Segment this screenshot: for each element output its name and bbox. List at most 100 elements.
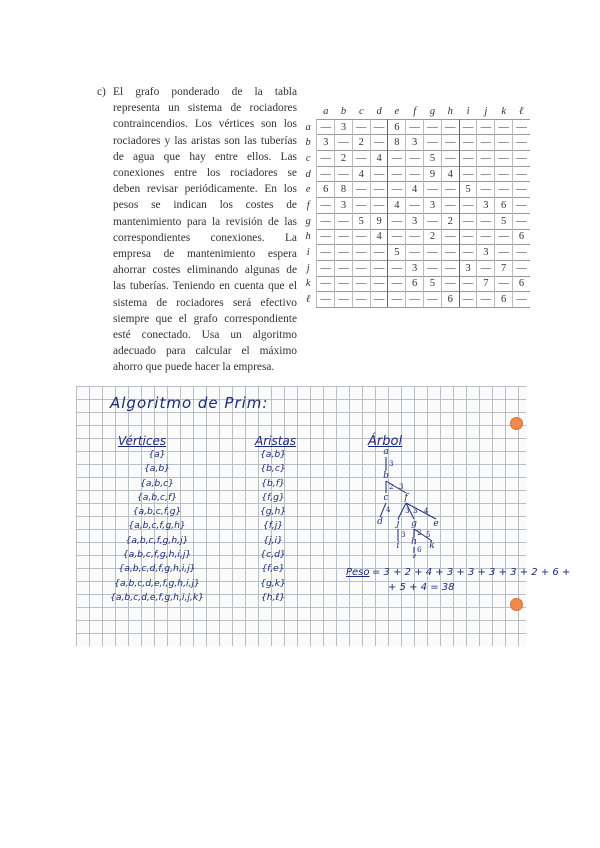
weight-cell: 3 <box>405 212 424 229</box>
table-row: j — — — — —3— —3—7— <box>300 259 530 277</box>
row-label: k <box>305 278 311 290</box>
tree-node: h <box>411 537 417 547</box>
weight-cell: — <box>387 291 406 308</box>
weight-cell: — <box>334 134 353 151</box>
row-label: d <box>305 168 311 180</box>
weight-cell: — <box>405 165 424 182</box>
weight-cell: — <box>387 165 406 182</box>
weight-cell: 4 <box>440 165 460 182</box>
column-header: g <box>429 105 436 117</box>
aristas-item: {c,d} <box>260 549 286 561</box>
column-header: k <box>501 105 506 117</box>
weight-cell: — <box>316 259 335 277</box>
weight-cell: 3 <box>476 197 495 214</box>
weight-cell: — <box>458 134 477 151</box>
weight-cell: — <box>476 259 495 277</box>
column-header: j <box>484 105 488 117</box>
weight-cell: — <box>512 181 530 198</box>
weight-cell: 5 <box>423 275 442 292</box>
arbol-header: Árbol <box>368 434 403 449</box>
weight-cell: 4 <box>387 197 406 214</box>
weight-cell: — <box>423 291 442 308</box>
weight-cell: — <box>369 118 389 135</box>
weight-cell: — <box>387 181 406 198</box>
tree-node: a <box>383 448 388 457</box>
weight-cell: — <box>369 259 389 277</box>
weight-cell: — <box>351 150 371 167</box>
weight-cell: — <box>369 134 389 151</box>
weight-cell: — <box>458 118 477 135</box>
weight-cell: — <box>512 134 530 151</box>
spanning-tree: 32343343256abcdfjgeihkℓ <box>377 448 439 558</box>
tree-edge-weight: 5 <box>426 531 430 539</box>
vertices-item: {a,b,c,d,e,f,g,h,i,j} <box>114 577 200 589</box>
weight-cell: — <box>476 291 495 308</box>
weight-cell: — <box>476 118 495 135</box>
aristas-item: {a,b} <box>259 449 287 460</box>
weight-cell: — <box>494 118 513 135</box>
table-row: e 6 8— — —4— —5— — — <box>300 181 530 198</box>
row-label: b <box>305 137 311 149</box>
column-header: b <box>340 105 347 117</box>
weight-cell: — <box>351 275 371 292</box>
weight-cell: — <box>494 150 513 167</box>
tree-node: ℓ <box>412 553 416 558</box>
weight-cell: — <box>387 259 406 277</box>
weight-cell: — <box>512 118 530 135</box>
weight-cell: — <box>440 181 460 198</box>
weight-cell: — <box>387 228 406 245</box>
weight-cell: — <box>369 244 389 261</box>
weight-cell: 3 <box>405 259 424 277</box>
notes-title: Algoritmo de Prim: <box>110 394 269 412</box>
weight-cell: — <box>494 165 513 182</box>
tree-edge <box>405 502 415 520</box>
weight-cell: 8 <box>334 181 353 198</box>
vertices-item: {a,b,c,f,g,h} <box>128 520 186 532</box>
tree-edge-weight: 4 <box>386 506 391 514</box>
problem-label: c) <box>97 86 106 98</box>
weight-cell: — <box>440 259 460 277</box>
weight-cell: 8 <box>387 134 406 151</box>
vertices-item: {a,b,c,d,f,g,h,i,j} <box>118 563 196 575</box>
weight-cell: — <box>440 134 460 151</box>
tree-edge-weight: 4 <box>424 507 429 515</box>
row-label: c <box>305 152 311 164</box>
column-header: d <box>376 105 382 117</box>
weight-cell: — <box>316 197 335 214</box>
peso-line-2: + 5 + 4 = 38 <box>388 582 455 593</box>
weight-cell: — <box>423 212 442 229</box>
weight-cell: — <box>334 259 353 277</box>
weight-cell: — <box>334 212 353 229</box>
weight-cell: — <box>512 212 530 229</box>
weight-cell: — <box>405 197 424 214</box>
tree-node: g <box>411 519 417 529</box>
weight-cell: — <box>351 228 371 245</box>
weight-cell: — <box>512 291 530 308</box>
problem-text: El grafo ponderado de la tabla represent… <box>113 86 297 374</box>
weight-cell: — <box>316 150 335 167</box>
weight-cell: — <box>351 244 371 261</box>
weight-cell: 3 <box>405 134 424 151</box>
tree-node: d <box>377 517 383 527</box>
punch-hole <box>510 417 523 430</box>
weight-cell: 5 <box>423 150 442 167</box>
vertices-item: {a,b,c,f,g} <box>132 506 182 518</box>
weight-cell: — <box>494 181 513 198</box>
weight-cell: 6 <box>440 291 460 308</box>
table-row: b 3—2—8 3— — — — — — <box>300 134 530 151</box>
tree-node: j <box>395 519 400 529</box>
weight-cell: — <box>334 244 353 261</box>
weight-cell: 4 <box>369 150 389 167</box>
table-row: i — — — —5— — — —3— — <box>300 244 530 261</box>
vertices-list: {a} {a,b} {a,b,c} {a,b,c,f} {a,b,c,f,g} {a,b,… <box>102 448 212 605</box>
weight-cell: — <box>476 212 495 229</box>
weight-cell: 6 <box>494 197 513 214</box>
weight-cell: — <box>458 228 477 245</box>
weight-cell: — <box>494 134 513 151</box>
column-header: c <box>358 105 364 117</box>
weight-cell: — <box>423 259 442 277</box>
weight-cell: 9 <box>423 165 442 182</box>
vertices-header: Vértices <box>118 434 167 448</box>
row-label: i <box>306 247 310 259</box>
